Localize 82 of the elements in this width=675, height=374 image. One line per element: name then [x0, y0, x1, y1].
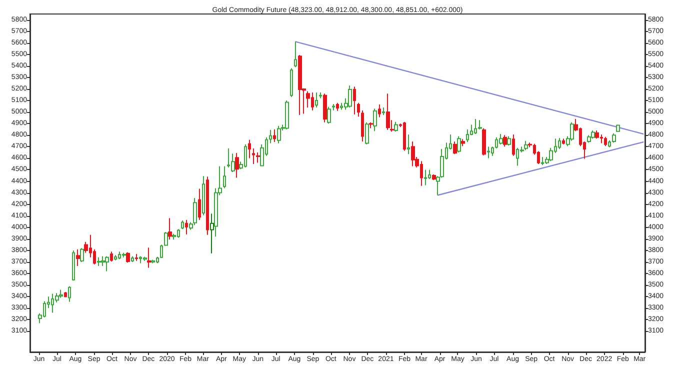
candlestick	[323, 93, 327, 123]
candlestick	[353, 86, 356, 115]
candlestick	[319, 92, 322, 99]
candlestick	[503, 134, 507, 148]
candlestick	[114, 254, 117, 261]
candlestick	[277, 125, 281, 144]
candlestick	[466, 128, 469, 143]
candlestick	[457, 136, 461, 153]
candlestick	[616, 124, 620, 132]
candlestick	[403, 121, 406, 152]
candlestick	[273, 128, 276, 143]
candlestick	[587, 134, 591, 144]
candlestick	[373, 108, 377, 132]
candlestick	[198, 188, 201, 220]
candlestick	[315, 92, 318, 108]
candlestick	[135, 253, 138, 262]
candlestick	[185, 219, 188, 235]
candlestick	[126, 252, 130, 264]
candlestick	[453, 140, 457, 155]
candlestick	[407, 134, 410, 155]
candlestick	[499, 133, 503, 145]
candlestick	[487, 146, 490, 159]
candlestick	[110, 251, 113, 262]
candlestick	[235, 152, 239, 178]
candlestick	[382, 106, 385, 116]
candlestick	[101, 256, 105, 267]
candlestick	[223, 166, 226, 189]
candlestick	[105, 256, 109, 272]
candlestick	[378, 104, 381, 118]
candlestick	[482, 128, 486, 156]
candlestick	[59, 289, 63, 298]
candlestick	[147, 247, 151, 268]
candlestick	[361, 110, 364, 142]
candlestick	[595, 130, 599, 140]
candlestick	[432, 174, 436, 181]
candlestick	[524, 140, 528, 151]
candlestick	[369, 122, 373, 129]
candlestick	[76, 248, 80, 267]
candlestick	[386, 93, 390, 130]
candlestick	[256, 152, 260, 164]
candlestick	[80, 248, 84, 263]
candlestick	[336, 102, 339, 112]
candlestick	[248, 139, 251, 159]
candlestick	[491, 146, 494, 156]
candlestick	[131, 256, 134, 263]
candlestick	[411, 140, 415, 167]
candlestick	[604, 136, 607, 147]
candlestick	[507, 136, 511, 146]
candlestick	[558, 138, 561, 150]
candlestick	[252, 148, 255, 164]
candlestick	[181, 220, 184, 230]
candlestick	[64, 292, 67, 298]
candlestick	[332, 103, 335, 111]
candlestick	[562, 138, 565, 145]
candlestick	[193, 197, 197, 226]
candlestick	[68, 286, 71, 302]
candlestick	[206, 176, 209, 236]
candlestick	[306, 90, 310, 108]
candlestick	[172, 233, 176, 240]
candlestick	[357, 102, 360, 118]
candlestick	[294, 41, 297, 68]
candlestick	[327, 106, 331, 124]
candlestick	[365, 122, 369, 145]
candlestick	[285, 100, 289, 130]
candlestick	[151, 259, 155, 264]
candlestick	[298, 54, 302, 116]
candlestick	[143, 256, 147, 262]
candlestick	[394, 121, 398, 132]
candlestick	[97, 256, 101, 267]
candlestick	[424, 169, 427, 186]
candlestick	[72, 250, 75, 281]
candlestick	[474, 118, 477, 134]
candlestick	[348, 85, 352, 108]
candlestick	[122, 252, 126, 258]
candlestick	[290, 68, 293, 98]
candlestick	[202, 176, 205, 216]
candlestick	[461, 138, 465, 147]
candlestick	[168, 218, 172, 240]
candlestick	[478, 120, 482, 130]
candlestick	[612, 132, 616, 144]
candlestick	[591, 130, 595, 140]
candlestick	[512, 134, 515, 156]
